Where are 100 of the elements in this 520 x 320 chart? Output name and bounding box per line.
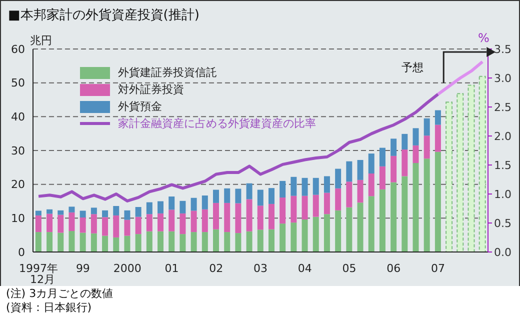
bar [213,202,219,230]
line-series [436,60,484,96]
bar [424,136,430,159]
bar [224,202,230,232]
x-tick-label: 07 [431,262,446,275]
y2-axis-title: % [478,31,490,45]
bar [180,234,186,252]
x-tick-label: 2000 [113,262,142,275]
x-tick-label: 06 [386,262,401,275]
bar [424,118,430,136]
bar [113,206,120,216]
bar [257,190,264,206]
bar [135,234,142,252]
bar [379,148,386,166]
bar [246,199,252,232]
bar [158,201,164,214]
bar [46,214,53,232]
bar [456,93,464,252]
y-tick-label: 50 [11,76,25,90]
bar [158,213,164,232]
text: (注) 3カ月ごとの数値 [6,287,114,301]
bar [35,215,42,232]
bar [90,233,97,252]
bar [190,232,197,252]
bar [213,190,219,203]
bar [478,76,486,252]
y2-tick-label: 0.0 [494,246,512,259]
text: (資料：日本銀行) [6,301,93,315]
chart-title: ■本邦家計の外貨資産投資(推計) [8,7,200,24]
bar [390,138,397,156]
bar [202,209,208,232]
bar [302,220,308,252]
bar [335,188,342,210]
bar [268,229,274,252]
x-tick-label: 99 [76,262,90,275]
y-tick-label: 30 [11,144,25,158]
bar [402,134,408,150]
x-tick-label: 01 [164,262,179,275]
bar [46,209,53,214]
legend-label: 家計金融資産に占める外貨建資産の比率 [118,116,316,132]
bar [235,203,242,234]
bar [324,214,330,252]
bar [324,192,330,214]
y2-tick-label: 1.0 [494,188,512,201]
bar [202,196,208,210]
bar [335,168,342,188]
bar [58,210,64,215]
bar [46,232,53,252]
bar [368,154,374,174]
bar [168,231,175,252]
bar [35,210,42,216]
bar [434,152,441,252]
bar [158,231,164,252]
bar [368,174,374,196]
bar [202,232,208,252]
bar [146,202,152,214]
bar [80,232,86,252]
bar [246,231,252,252]
bar [124,236,130,252]
bar [90,208,97,214]
bar [434,124,441,152]
bar [446,102,453,252]
legend-label: 外貨建証券投資信託 [118,65,217,81]
bar [424,158,430,252]
bar [335,210,342,252]
bar [80,217,86,233]
bar [213,229,219,252]
bar [346,161,352,182]
y2-tick-label: 0.5 [494,216,512,230]
y2-tick-label: 2.5 [494,100,512,114]
y-tick-label: 40 [11,110,25,124]
bar [390,182,397,252]
bar [146,214,152,232]
bar [135,207,142,217]
bar [168,210,175,232]
y-tick-label: 10 [11,212,25,226]
bar [290,176,297,196]
bar [312,216,319,252]
bar [146,231,152,252]
y2-tick-label: 3.5 [494,42,512,56]
bar [102,217,108,236]
bar [80,210,86,218]
bar [135,216,142,234]
bar [235,188,242,204]
bar [257,206,264,230]
bar [312,194,319,217]
bar [68,212,75,232]
bar [68,231,75,252]
bar [290,222,297,252]
bar [379,166,386,190]
bar [113,215,120,238]
bar [290,196,297,223]
bar [346,182,352,208]
bar [357,160,364,180]
bar [124,220,130,236]
bar [312,178,319,195]
y2-tick-label: 1.5 [494,158,512,172]
bar [302,196,308,220]
bar [280,180,286,198]
bar [402,149,408,176]
